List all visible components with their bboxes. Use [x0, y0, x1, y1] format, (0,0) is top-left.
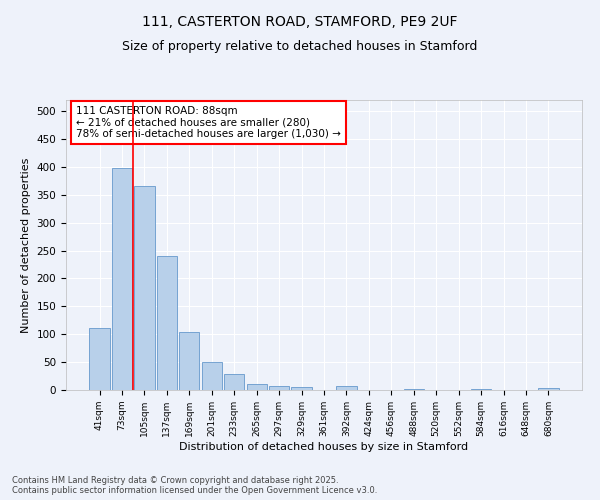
- Text: 111 CASTERTON ROAD: 88sqm
← 21% of detached houses are smaller (280)
78% of semi: 111 CASTERTON ROAD: 88sqm ← 21% of detac…: [76, 106, 341, 139]
- X-axis label: Distribution of detached houses by size in Stamford: Distribution of detached houses by size …: [179, 442, 469, 452]
- Y-axis label: Number of detached properties: Number of detached properties: [21, 158, 31, 332]
- Bar: [337, 386, 356, 390]
- Bar: [112, 168, 132, 390]
- Bar: [224, 374, 244, 390]
- Bar: [202, 362, 222, 390]
- Bar: [89, 328, 110, 390]
- Text: Size of property relative to detached houses in Stamford: Size of property relative to detached ho…: [122, 40, 478, 53]
- Bar: [538, 388, 559, 390]
- Bar: [292, 387, 311, 390]
- Bar: [179, 332, 199, 390]
- Bar: [157, 256, 177, 390]
- Bar: [134, 186, 155, 390]
- Text: Contains HM Land Registry data © Crown copyright and database right 2025.
Contai: Contains HM Land Registry data © Crown c…: [12, 476, 377, 495]
- Bar: [269, 386, 289, 390]
- Bar: [247, 384, 267, 390]
- Text: 111, CASTERTON ROAD, STAMFORD, PE9 2UF: 111, CASTERTON ROAD, STAMFORD, PE9 2UF: [142, 15, 458, 29]
